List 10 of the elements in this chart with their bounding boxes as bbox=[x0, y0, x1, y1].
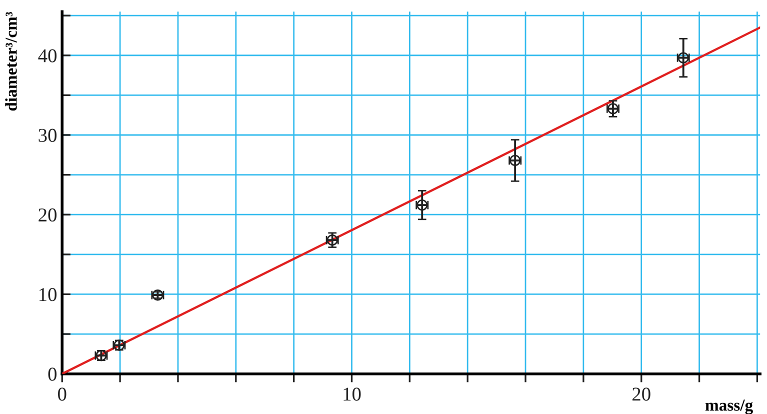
y-tick-label: 40 bbox=[38, 49, 57, 62]
x-tick-label: 10 bbox=[344, 388, 361, 401]
y-tick-label: 0 bbox=[48, 368, 57, 381]
y-tick-label: 30 bbox=[38, 128, 57, 142]
x-axis-title: mass/g bbox=[705, 400, 753, 414]
y-axis-title: diameter³/cm³ bbox=[5, 12, 17, 111]
y-tick-label: 10 bbox=[40, 288, 57, 302]
y-tick-label: 20 bbox=[38, 208, 57, 222]
x-tick-label: 20 bbox=[632, 388, 650, 401]
x-tick-label: 0 bbox=[58, 388, 66, 401]
